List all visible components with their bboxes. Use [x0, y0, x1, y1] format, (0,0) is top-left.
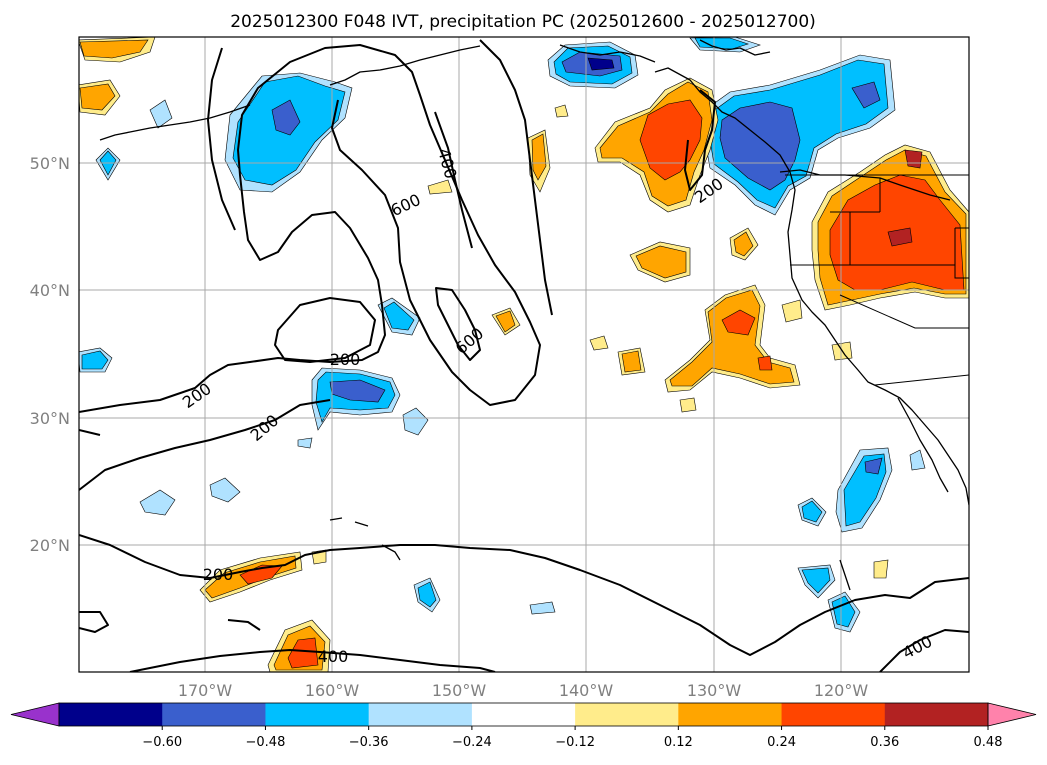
colorbar-segment: [162, 703, 266, 726]
colorbar-segment: [678, 703, 783, 726]
neg-anomaly-central-pacific: [79, 297, 556, 615]
contour-label-400: 400: [318, 647, 349, 666]
colorbar-segment: [471, 703, 576, 726]
colorbar-tick-label: −0.36: [349, 735, 389, 750]
colorbar-extend-max: [987, 702, 1037, 727]
map-frame: [78, 36, 970, 673]
colorbar-segment: [575, 703, 679, 726]
contour-label-200: 200: [330, 350, 361, 369]
latitude-labels: 50°N 40°N 30°N 20°N: [30, 154, 70, 555]
neg-anomaly-gulf-of-alaska: [547, 37, 761, 89]
colorbar-tick-label: −0.12: [555, 735, 595, 750]
longitude-labels: 170°W 160°W 150°W 140°W 130°W 120°W: [178, 681, 869, 700]
map-panel: 200 200 200 200 200 400 400 400 600 600: [78, 36, 970, 673]
neg-anomaly-british-columbia: [704, 54, 896, 216]
lat-label-30n: 30°N: [30, 409, 70, 428]
colorbar-tick-label: 0.36: [870, 735, 899, 750]
colorbar-tick-label: −0.60: [142, 735, 182, 750]
colorbar-segment: [265, 703, 370, 726]
colorbar-tick-label: 0.12: [664, 735, 693, 750]
lat-label-20n: 20°N: [30, 536, 70, 555]
colorbar-tick-label: 0.48: [974, 735, 1003, 750]
lon-label-140w: 140°W: [559, 681, 614, 700]
precip-pc-fill: [79, 37, 969, 672]
lat-label-40n: 40°N: [30, 281, 70, 300]
colorbar-tick-label: 0.24: [767, 735, 796, 750]
contour-label-200: 200: [203, 565, 234, 584]
gridlines: [79, 37, 969, 672]
colorbar-frame: [58, 702, 989, 727]
ivt-contours: [79, 39, 969, 672]
colorbar-segment: [368, 703, 473, 726]
lon-label-160w: 160°W: [305, 681, 360, 700]
figure-title: 2025012300 F048 IVT, precipitation PC (2…: [230, 12, 816, 32]
colorbar: −0.60 −0.48 −0.36 −0.24 −0.12 0.12 0.24 0.36 0.4…: [10, 702, 1037, 750]
colorbar-extend-min: [10, 702, 60, 727]
pos-anomaly-subtropical-east: [491, 284, 889, 579]
colorbar-segment: [781, 703, 886, 726]
political-borders: [785, 174, 969, 386]
lon-label-150w: 150°W: [432, 681, 487, 700]
lon-label-130w: 130°W: [687, 681, 742, 700]
colorbar-tick-label: −0.24: [452, 735, 492, 750]
colorbar-tick-label: −0.48: [246, 735, 286, 750]
pos-anomaly-california-interior: [629, 144, 969, 323]
lon-label-170w: 170°W: [178, 681, 233, 700]
lon-label-120w: 120°W: [814, 681, 869, 700]
colorbar-segment: [59, 703, 163, 726]
colorbar-segment: [884, 703, 989, 726]
neg-anomaly-baja: [797, 447, 926, 633]
coastlines: [99, 39, 969, 591]
lat-label-50n: 50°N: [30, 154, 70, 173]
